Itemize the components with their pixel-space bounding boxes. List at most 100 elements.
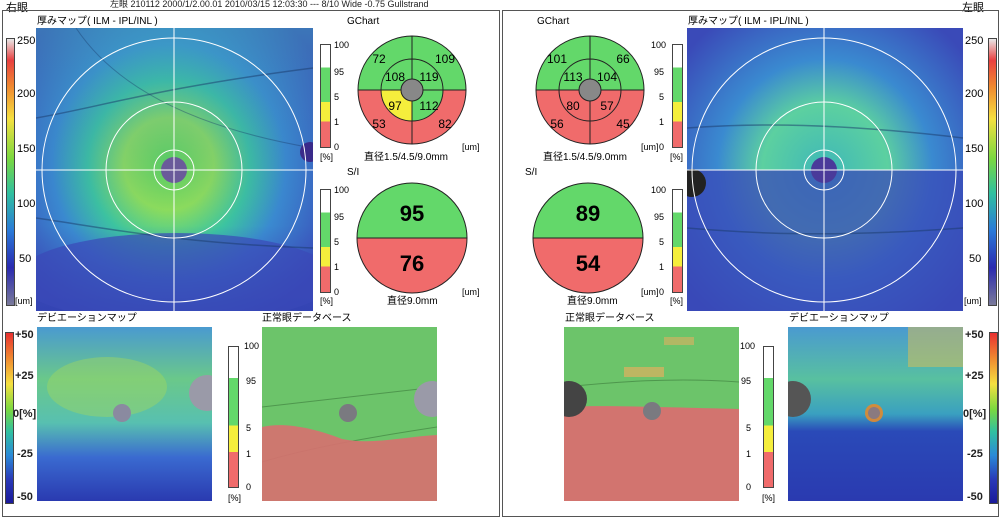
gchart-caption-left: 直径1.5/4.5/9.0mm [543,152,627,163]
percent-tick: 95 [654,67,665,77]
normal-db-map-right[interactable] [262,327,437,501]
deviation-tick: 0[%] [963,408,987,420]
percent-tick: 0 [659,287,665,297]
percent-tick: 1 [334,262,340,272]
deviation-map-left[interactable] [788,327,963,501]
um-unit: [um] [462,142,480,152]
gchart-value: 82 [438,117,452,131]
percent-tick: 1 [746,449,752,459]
gchart-value: 108 [385,70,405,84]
um-unit: [um] [462,287,480,297]
thickness-map-title-left: 厚みマップ( ILM - IPL/INL ) [688,16,809,27]
deviation-tick: -50 [967,491,983,503]
percent-tick: 100 [651,40,667,50]
percent-tick: 5 [746,423,752,433]
gchart-title-left: GChart [537,16,570,27]
percent-tick: 95 [246,376,257,386]
thickness-tick: 250 [17,35,36,47]
si-chart-right[interactable]: 95 76 [352,180,472,296]
si-title-left: S/I [525,167,538,178]
percent-tick: 5 [334,92,340,102]
left-eye-panel [502,10,999,517]
percent-tick: 100 [244,341,260,351]
gchart-left[interactable]: 101 66 113 104 80 57 56 45 [530,30,650,150]
si-inferior-value: 76 [400,251,424,276]
percent-tick: 95 [334,212,345,222]
thickness-tick: 250 [965,35,984,47]
percent-colorbar-si-right [320,189,331,293]
percent-tick: 1 [659,262,665,272]
percent-colorbar-normal-left [763,346,774,488]
thickness-tick: 200 [965,88,984,100]
deviation-tick: -50 [17,491,33,503]
deviation-tick: +50 [965,329,984,341]
percent-tick: 95 [334,67,345,77]
thickness-tick: 150 [965,143,984,155]
percent-tick: 0 [334,287,340,297]
deviation-tick: +25 [965,370,984,382]
si-superior-value: 89 [576,201,600,226]
percent-tick: 100 [334,185,350,195]
percent-tick: 5 [334,237,340,247]
thickness-map-left[interactable] [687,28,963,311]
deviation-tick: -25 [967,448,983,460]
deviation-tick: -25 [17,448,33,460]
thickness-colorbar-left [988,38,997,306]
percent-tick: 1 [659,117,665,127]
percent-tick: 1 [246,449,252,459]
percent-tick: 0 [659,142,665,152]
thickness-tick: 100 [965,198,984,210]
percent-unit: [%] [320,296,334,306]
gchart-value: 119 [419,70,438,84]
thickness-tick: 150 [17,143,36,155]
thickness-unit: [um] [15,296,33,306]
gchart-value: 66 [616,52,630,66]
gchart-value: 97 [388,99,402,113]
percent-tick: 95 [654,212,665,222]
um-unit: [um] [641,142,659,152]
gchart-right[interactable]: 72 109 108 119 97 112 53 82 [352,30,472,150]
percent-tick: 0 [246,482,252,492]
deviation-tick: 0[%] [13,408,37,420]
percent-tick: 5 [659,92,665,102]
gchart-value: 113 [563,70,582,84]
percent-colorbar-gchart-left [672,44,683,148]
percent-tick: 5 [246,423,252,433]
deviation-map-right[interactable] [37,327,212,501]
percent-tick: 5 [659,237,665,247]
si-title-right: S/I [347,167,360,178]
percent-tick: 95 [741,376,752,386]
si-caption-left: 直径9.0mm [567,296,618,307]
percent-tick: 0 [746,482,752,492]
gchart-value: 80 [566,99,580,113]
gchart-value: 56 [550,117,564,131]
thickness-unit: [um] [964,296,982,306]
gchart-value: 45 [616,117,630,131]
deviation-tick: +50 [15,329,34,341]
thickness-tick: 50 [19,253,32,265]
gchart-value: 101 [547,52,567,66]
thickness-tick: 100 [17,198,36,210]
percent-unit: [%] [670,296,684,306]
um-unit: [um] [641,287,659,297]
thickness-tick: 200 [17,88,36,100]
gchart-value: 112 [419,99,438,113]
thickness-map-right[interactable] [36,28,313,311]
percent-unit: [%] [228,493,242,503]
percent-colorbar-si-left [672,189,683,293]
gchart-value: 109 [435,52,455,66]
thickness-map-title-right: 厚みマップ( ILM - IPL/INL ) [37,16,158,27]
percent-tick: 1 [334,117,340,127]
gchart-value: 53 [372,117,386,131]
si-superior-value: 95 [400,201,424,226]
percent-tick: 0 [334,142,340,152]
header-info-strip: 左眼 210112 2000/1/2.00.01 2010/03/15 12:0… [110,0,429,9]
si-chart-left[interactable]: 89 54 [528,180,648,296]
percent-tick: 100 [334,40,350,50]
normal-db-map-left[interactable] [564,327,739,501]
percent-tick: 100 [740,341,756,351]
gchart-value: 104 [597,70,617,84]
normal-db-title-right: 正常眼データベース [262,313,352,324]
gchart-value: 57 [600,99,614,113]
gchart-title-right: GChart [347,16,380,27]
